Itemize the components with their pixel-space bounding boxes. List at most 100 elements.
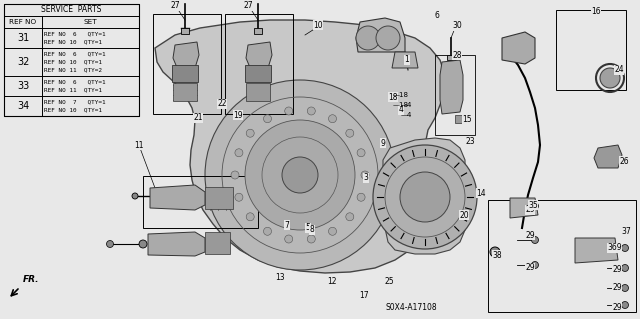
Text: 27: 27 bbox=[170, 2, 180, 11]
Text: FR.: FR. bbox=[23, 275, 40, 284]
Text: REF NO 10  QTY=1: REF NO 10 QTY=1 bbox=[44, 108, 102, 113]
Bar bbox=[143, 176, 258, 228]
Circle shape bbox=[357, 149, 365, 157]
Text: 11: 11 bbox=[134, 140, 144, 150]
Bar bbox=[153, 14, 221, 114]
Circle shape bbox=[245, 120, 355, 230]
Circle shape bbox=[264, 227, 271, 235]
Polygon shape bbox=[148, 232, 205, 256]
Text: 36: 36 bbox=[607, 243, 617, 253]
Circle shape bbox=[531, 236, 538, 243]
Circle shape bbox=[357, 193, 365, 201]
Bar bbox=[42, 76, 139, 96]
Circle shape bbox=[373, 145, 477, 249]
Text: 29: 29 bbox=[612, 243, 622, 253]
Polygon shape bbox=[440, 60, 463, 114]
Text: 13: 13 bbox=[275, 272, 285, 281]
Bar bbox=[4, 76, 42, 96]
Text: 24: 24 bbox=[614, 65, 624, 75]
Circle shape bbox=[282, 157, 318, 193]
Text: 6: 6 bbox=[435, 11, 440, 19]
Text: 31: 31 bbox=[17, 33, 29, 43]
Circle shape bbox=[264, 115, 271, 123]
Text: S0X4-A17108: S0X4-A17108 bbox=[385, 303, 436, 312]
Text: 4: 4 bbox=[399, 106, 403, 115]
Text: 29: 29 bbox=[612, 265, 622, 275]
Polygon shape bbox=[383, 138, 465, 254]
Text: 28: 28 bbox=[452, 50, 461, 60]
Text: 12: 12 bbox=[327, 278, 337, 286]
Bar bbox=[4, 16, 42, 28]
Circle shape bbox=[307, 235, 316, 243]
Polygon shape bbox=[155, 20, 445, 273]
Text: 23: 23 bbox=[465, 137, 475, 145]
Text: 29: 29 bbox=[525, 205, 535, 214]
Text: 1: 1 bbox=[404, 56, 410, 64]
Bar bbox=[254, 28, 262, 34]
Bar bbox=[42, 28, 139, 48]
Text: REF NO 10  QTY=1: REF NO 10 QTY=1 bbox=[44, 40, 102, 44]
Bar bbox=[488, 200, 636, 312]
Text: SET: SET bbox=[84, 19, 97, 25]
Text: 2: 2 bbox=[383, 278, 388, 286]
Polygon shape bbox=[245, 65, 271, 82]
Text: 29: 29 bbox=[525, 263, 535, 272]
Text: 35: 35 bbox=[528, 201, 538, 210]
Text: 10: 10 bbox=[313, 20, 323, 29]
Text: REF NO 11  QTY=2: REF NO 11 QTY=2 bbox=[44, 68, 102, 73]
Circle shape bbox=[346, 129, 354, 137]
Text: —4: —4 bbox=[401, 112, 412, 118]
Text: 27: 27 bbox=[243, 2, 253, 11]
Text: 25: 25 bbox=[384, 278, 394, 286]
Text: 19: 19 bbox=[233, 110, 243, 120]
Text: 16: 16 bbox=[591, 8, 601, 17]
Circle shape bbox=[307, 107, 316, 115]
Text: 38: 38 bbox=[492, 250, 502, 259]
Polygon shape bbox=[502, 32, 535, 64]
Circle shape bbox=[490, 247, 500, 257]
Text: 26: 26 bbox=[619, 157, 629, 166]
Circle shape bbox=[621, 264, 628, 271]
Bar bbox=[42, 48, 139, 76]
Text: 9: 9 bbox=[381, 138, 385, 147]
Bar bbox=[225, 14, 293, 114]
Polygon shape bbox=[575, 238, 618, 263]
Circle shape bbox=[328, 115, 337, 123]
Bar bbox=[556, 10, 626, 90]
Bar bbox=[447, 55, 455, 60]
Text: REF NO  7   QTY=1: REF NO 7 QTY=1 bbox=[44, 99, 106, 104]
Text: 33: 33 bbox=[17, 81, 29, 91]
Bar bbox=[4, 28, 42, 48]
Bar bbox=[455, 115, 465, 123]
Text: 32: 32 bbox=[17, 57, 29, 67]
Text: 8: 8 bbox=[310, 226, 314, 234]
Bar bbox=[42, 16, 139, 28]
Text: SERVICE  PARTS: SERVICE PARTS bbox=[42, 5, 102, 14]
Circle shape bbox=[231, 171, 239, 179]
Circle shape bbox=[531, 262, 538, 269]
Circle shape bbox=[246, 213, 254, 221]
Circle shape bbox=[356, 26, 380, 50]
Text: 15: 15 bbox=[462, 115, 472, 124]
Text: 37: 37 bbox=[621, 227, 631, 236]
Circle shape bbox=[600, 68, 620, 88]
Text: —18: —18 bbox=[393, 92, 409, 98]
Text: 5: 5 bbox=[305, 224, 310, 233]
Bar bbox=[4, 48, 42, 76]
Polygon shape bbox=[594, 145, 622, 168]
Text: 21: 21 bbox=[193, 114, 203, 122]
Text: REF NO  6   QTY=1: REF NO 6 QTY=1 bbox=[44, 79, 106, 84]
Text: 7: 7 bbox=[285, 220, 289, 229]
Bar bbox=[4, 4, 139, 16]
Polygon shape bbox=[246, 42, 272, 70]
Circle shape bbox=[361, 171, 369, 179]
Circle shape bbox=[139, 240, 147, 248]
Bar bbox=[205, 187, 233, 209]
Circle shape bbox=[106, 241, 113, 248]
Circle shape bbox=[235, 149, 243, 157]
Polygon shape bbox=[173, 42, 199, 70]
Polygon shape bbox=[356, 18, 405, 52]
Circle shape bbox=[346, 213, 354, 221]
Circle shape bbox=[285, 235, 292, 243]
Polygon shape bbox=[510, 198, 538, 218]
